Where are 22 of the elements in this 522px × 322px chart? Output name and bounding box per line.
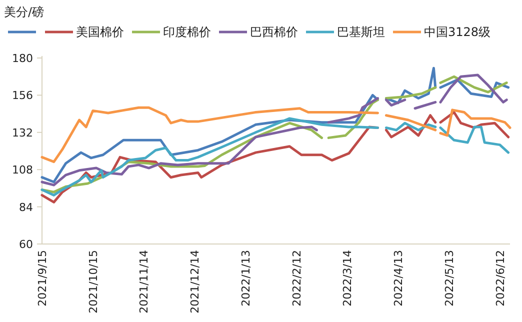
legend-label: 印度棉价 (163, 25, 211, 39)
x-tick-label: 2022/1/13 (239, 250, 252, 306)
legend-label: 美国棉价 (76, 25, 124, 39)
x-tick-label: 2021/11/14 (138, 250, 151, 314)
x-tick-label: 2021/12/14 (188, 250, 202, 314)
y-tick-label: 84 (19, 200, 33, 214)
x-tick-label: 2022/2/12 (290, 250, 304, 306)
legend-label: 中国3128级 (424, 25, 491, 39)
x-tick-label: 2022/5/13 (442, 250, 456, 306)
x-tick-label: 2022/6/12 (494, 250, 507, 306)
legend-label: 巴基斯坦 (337, 25, 385, 39)
x-tick-label: 2022/3/14 (341, 250, 354, 306)
y-tick-label: 60 (19, 238, 33, 251)
y-tick-label: 132 (12, 126, 33, 140)
y-tick-label: 156 (12, 89, 33, 102)
x-tick-label: 2022/4/13 (392, 250, 406, 306)
y-tick-label: 180 (12, 52, 33, 65)
legend-label: 巴西棉价 (250, 25, 298, 39)
x-tick-label: 2021/10/15 (86, 250, 100, 314)
x-tick-label: 2021/9/15 (36, 250, 49, 306)
y-tick-label: 108 (12, 164, 33, 177)
y-axis-title: 美分/磅 (4, 5, 44, 19)
